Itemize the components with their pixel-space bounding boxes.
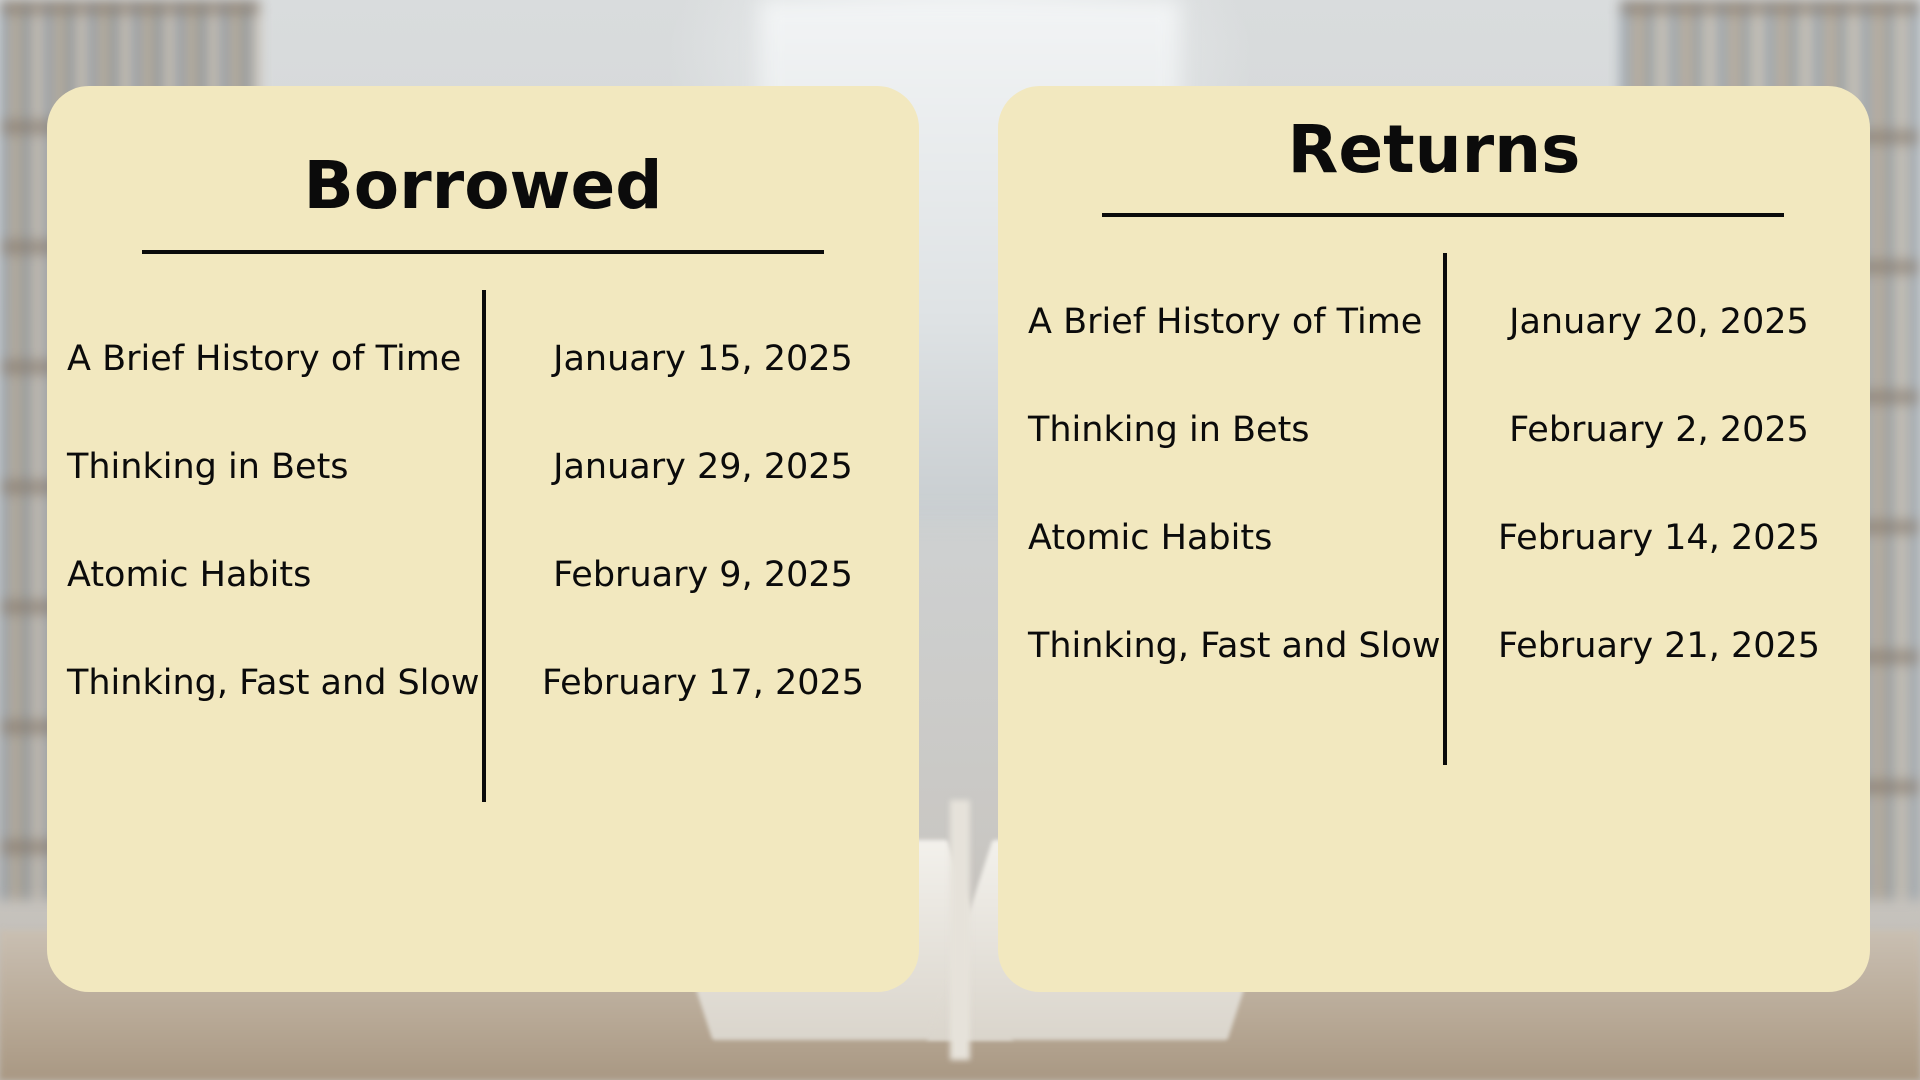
borrowed-column-divider (482, 290, 486, 802)
borrowed-row: Thinking in Bets January 29, 2025 (47, 444, 919, 552)
borrowed-date: January 29, 2025 (553, 447, 853, 487)
returns-date: January 20, 2025 (1509, 302, 1809, 342)
borrowed-book-title: A Brief History of Time (67, 339, 462, 379)
returns-card: Returns A Brief History of Time January … (998, 86, 1870, 992)
returns-title: Returns (1287, 111, 1581, 188)
returns-row: A Brief History of Time January 20, 2025 (998, 299, 1870, 407)
returns-book-title: Thinking in Bets (1028, 410, 1310, 450)
borrowed-book-title: Atomic Habits (67, 555, 312, 595)
returns-book-title: A Brief History of Time (1028, 302, 1423, 342)
returns-book-title: Thinking, Fast and Slow (1028, 626, 1441, 666)
borrowed-book-title: Thinking, Fast and Slow (67, 663, 480, 703)
borrowed-date: February 17, 2025 (541, 663, 865, 703)
borrowed-card: Borrowed A Brief History of Time January… (47, 86, 919, 992)
background-open-book-spine (950, 800, 970, 1060)
returns-list: A Brief History of Time January 20, 2025… (998, 299, 1870, 731)
returns-column-divider (1443, 253, 1447, 765)
returns-title-underline (1102, 213, 1784, 217)
returns-date: February 21, 2025 (1497, 626, 1821, 666)
returns-date: February 2, 2025 (1509, 410, 1809, 450)
borrowed-row: Thinking, Fast and Slow February 17, 202… (47, 660, 919, 768)
borrowed-title: Borrowed (303, 147, 663, 224)
borrowed-row: Atomic Habits February 9, 2025 (47, 552, 919, 660)
returns-row: Thinking, Fast and Slow February 21, 202… (998, 623, 1870, 731)
returns-row: Atomic Habits February 14, 2025 (998, 515, 1870, 623)
borrowed-date: January 15, 2025 (553, 339, 853, 379)
returns-book-title: Atomic Habits (1028, 518, 1273, 558)
borrowed-row: A Brief History of Time January 15, 2025 (47, 336, 919, 444)
returns-row: Thinking in Bets February 2, 2025 (998, 407, 1870, 515)
borrowed-list: A Brief History of Time January 15, 2025… (47, 336, 919, 768)
returns-date: February 14, 2025 (1497, 518, 1821, 558)
borrowed-date: February 9, 2025 (553, 555, 853, 595)
borrowed-book-title: Thinking in Bets (67, 447, 349, 487)
borrowed-title-underline (142, 250, 824, 254)
